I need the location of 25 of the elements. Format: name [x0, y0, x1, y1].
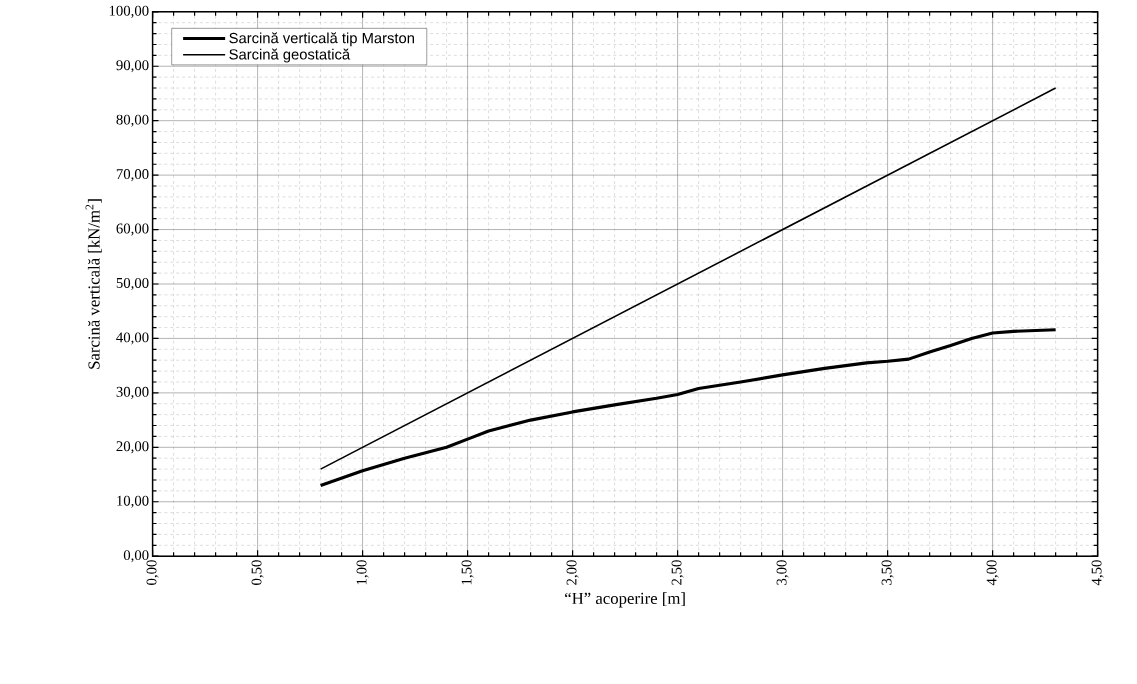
y-tick-label: 40,00 — [116, 332, 149, 345]
y-tick-label: 90,00 — [116, 60, 149, 73]
x-tick-label: 0,50 — [251, 560, 264, 585]
x-tick-label: 2,00 — [566, 560, 579, 585]
x-tick-label: 4,00 — [986, 560, 999, 586]
y-tick-label: 50,00 — [116, 277, 149, 290]
y-tick-label: 80,00 — [116, 114, 149, 127]
x-tick-label: 1,00 — [356, 560, 369, 585]
x-tick-label: 3,50 — [881, 560, 894, 585]
y-tick-label: 30,00 — [116, 386, 149, 399]
y-tick-label: 100,00 — [109, 5, 149, 18]
line-series — [319, 328, 1058, 487]
x-tick-label: 4,50 — [1091, 560, 1104, 586]
x-tick-label: 2,50 — [671, 560, 684, 585]
y-tick-label: 70,00 — [116, 169, 149, 182]
legend-label: Sarcină geostatică — [229, 48, 351, 63]
legend-label: Sarcină verticală tip Marston — [229, 32, 414, 47]
y-tick-label: 60,00 — [116, 223, 149, 236]
y-tick-label: 10,00 — [117, 495, 149, 508]
x-tick-label: 1,50 — [461, 560, 474, 585]
y-tick-label: 0,00 — [123, 550, 149, 563]
y-axis-title: Sarcină verticală [kN/m$^{2}$] — [85, 199, 102, 369]
x-axis-title: “H” acoperire [m] — [565, 592, 685, 608]
y-tick-label: 20,00 — [116, 441, 149, 454]
x-tick-label: 3,00 — [776, 560, 789, 585]
